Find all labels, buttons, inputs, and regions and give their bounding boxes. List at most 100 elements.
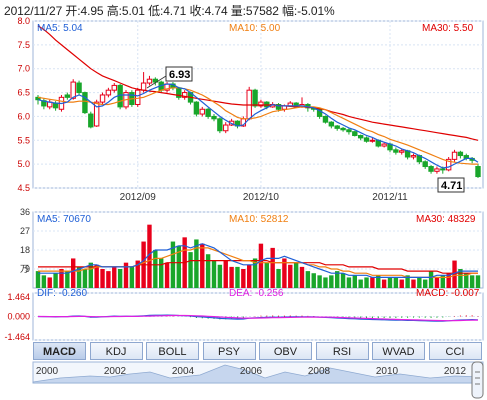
volume-bar [282, 258, 287, 288]
volume-bar [135, 260, 140, 288]
tab-obv[interactable]: OBV [259, 342, 312, 360]
vol-ma5-legend: MA5: 70670 [37, 214, 91, 225]
price-tick-label: 6.5 [17, 88, 30, 98]
volume-bar [276, 269, 281, 288]
volume-bar [88, 262, 93, 288]
candle-body [457, 151, 464, 157]
candle-body [258, 101, 264, 107]
volume-bar [35, 271, 41, 288]
macd-tick-label: 1.464 [7, 292, 30, 302]
volume-bar [264, 262, 269, 288]
candle-body [193, 101, 200, 115]
volume-bar [59, 269, 64, 288]
candle-body [451, 151, 458, 160]
candle-body [346, 129, 352, 133]
change-label: 幅: [282, 4, 298, 18]
candle-body [64, 94, 71, 98]
tab-psy[interactable]: PSY [202, 342, 256, 360]
price-tick-label: 7.5 [17, 40, 30, 50]
candle-body [275, 104, 282, 110]
timeline-year-label: 2004 [172, 366, 195, 377]
volume-bar [129, 266, 135, 288]
candle-body [88, 113, 94, 128]
volume-bar [217, 264, 223, 288]
volume-bar [147, 224, 152, 288]
volume-bar [188, 252, 193, 288]
volume-bar [475, 275, 481, 288]
tab-kdj[interactable]: KDJ [89, 342, 143, 360]
volume-bar [159, 258, 164, 288]
candle-body [428, 166, 434, 172]
volume-unit: 万 [20, 264, 29, 274]
tab-rsi[interactable]: RSI [315, 342, 369, 360]
volume-tick-label: 27 [20, 226, 30, 236]
date-tick-label: 2012/09 [120, 192, 157, 203]
quote-header: 2012/11/27 开:4.95 高:5.01 低:4.71 收:4.74 量… [4, 2, 335, 19]
volume-bar [364, 277, 369, 288]
timeline-window-handle[interactable] [471, 361, 484, 399]
high-label: 高: [106, 4, 122, 18]
candle-body [217, 118, 223, 132]
price-tick-label: 7.0 [17, 64, 30, 74]
volume-bar [153, 250, 158, 288]
tab-boll[interactable]: BOLL [146, 342, 199, 360]
volume-bar [293, 262, 299, 288]
candle-body [93, 101, 100, 127]
candle-body [223, 124, 229, 132]
volume-bar [329, 275, 334, 288]
timeline-year-label: 2012 [444, 366, 467, 377]
volume-bar [352, 275, 357, 288]
change-value: -5.01% [297, 4, 335, 18]
candle-body [76, 82, 82, 94]
volume-bar [393, 277, 399, 288]
volume-bar [440, 275, 445, 288]
volume-bar [411, 279, 416, 288]
macd-legend: MACD: -0.007 [416, 288, 480, 299]
candle-body [475, 166, 481, 178]
volume-bar [247, 264, 252, 288]
tab-cci[interactable]: CCI [428, 342, 482, 360]
candle-body [440, 168, 446, 171]
candle-body [381, 143, 387, 147]
volume-bar [47, 277, 52, 288]
volume-bar [241, 269, 246, 288]
volume-bar [100, 269, 105, 288]
volume-bar [434, 277, 440, 288]
high-callout: 6.93 [146, 66, 193, 89]
volume-bar [71, 258, 76, 288]
macd-tick-label: 0.000 [7, 312, 30, 322]
candle-body [369, 139, 376, 142]
open-value: 4.95 [80, 4, 104, 18]
volume-bar [41, 275, 47, 288]
candle-body [434, 168, 440, 172]
vol-ma30-legend: MA30: 48329 [416, 214, 476, 225]
volume-bar [446, 273, 451, 288]
vol-ma10-legend: MA10: 52812 [229, 214, 289, 225]
timeline-year-label: 2002 [104, 366, 127, 377]
volume-bar [170, 241, 176, 288]
tab-wvad[interactable]: WVAD [372, 342, 425, 360]
volume-bar [76, 266, 82, 288]
price-ma10-line [37, 87, 478, 165]
high-value: 5.01 [121, 4, 145, 18]
candle-body [205, 108, 211, 117]
volume-bar [317, 275, 322, 288]
volume-bar [370, 277, 375, 288]
low-label: 低: [148, 4, 164, 18]
volume-bar [270, 247, 275, 288]
volume-bar [464, 273, 469, 288]
volume-value: 57582 [245, 4, 279, 18]
tab-macd[interactable]: MACD [33, 342, 86, 360]
timeline-year-label: 2008 [308, 366, 331, 377]
candle-body [393, 149, 399, 153]
candle-body [99, 94, 106, 103]
volume-bar [94, 264, 99, 288]
volume-tick-label: 9 [25, 264, 30, 274]
candle-body [445, 158, 452, 171]
volume-bar [469, 275, 475, 288]
price-tick-label: 6.0 [17, 111, 30, 121]
volume-bar [200, 243, 205, 288]
candle-body [152, 78, 159, 83]
volume-bar [417, 277, 422, 288]
